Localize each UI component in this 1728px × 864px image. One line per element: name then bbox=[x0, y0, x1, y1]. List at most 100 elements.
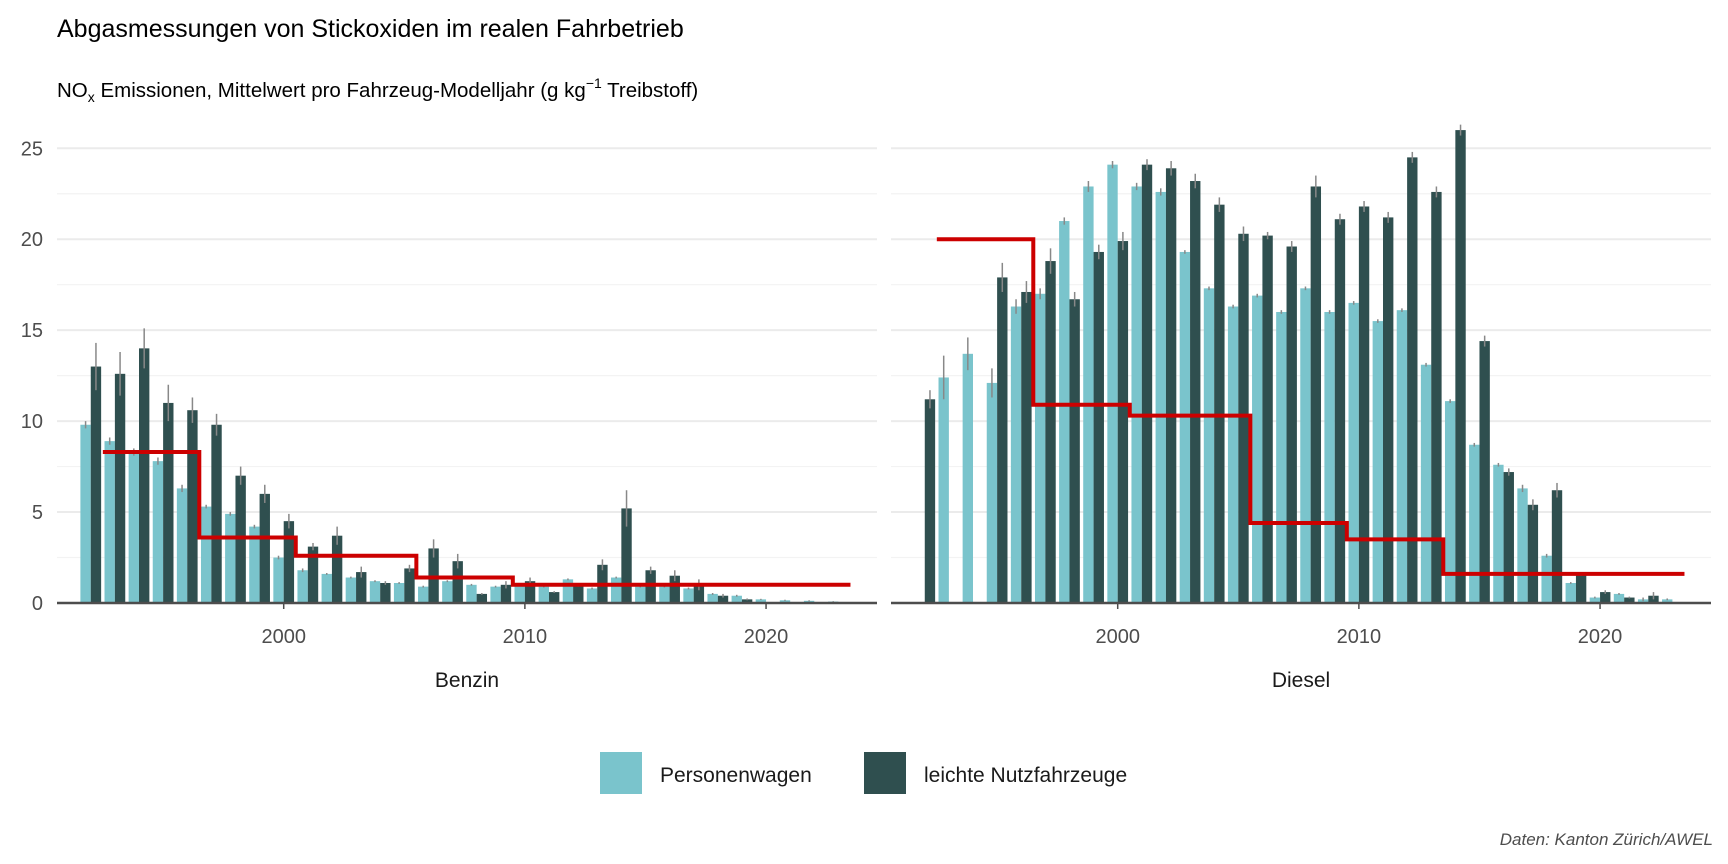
bar-nutzfahrzeuge bbox=[549, 592, 560, 603]
x-tick-label: 2020 bbox=[744, 626, 789, 648]
bar-nutzfahrzeuge bbox=[1021, 291, 1032, 603]
y-tick-label: 10 bbox=[21, 411, 43, 433]
bar-nutzfahrzeuge bbox=[1407, 157, 1418, 603]
bar-personenwagen bbox=[225, 513, 236, 603]
y-tick-label: 0 bbox=[32, 593, 43, 615]
bar-personenwagen bbox=[128, 452, 139, 603]
bar-personenwagen bbox=[562, 579, 574, 603]
bar-personenwagen bbox=[80, 424, 91, 603]
bar-personenwagen bbox=[514, 584, 525, 603]
bar-nutzfahrzeuge bbox=[1262, 235, 1273, 603]
bar-nutzfahrzeuge bbox=[114, 373, 126, 603]
bar-nutzfahrzeuge bbox=[1165, 168, 1177, 603]
bar-personenwagen bbox=[1034, 293, 1046, 603]
x-tick-label: 2000 bbox=[1095, 626, 1140, 648]
bar-nutzfahrzeuge bbox=[1479, 341, 1490, 603]
bar-personenwagen bbox=[1493, 464, 1504, 603]
bar-personenwagen bbox=[1444, 401, 1456, 603]
bar-nutzfahrzeuge bbox=[1551, 490, 1563, 603]
x-tick-label: 2020 bbox=[1578, 626, 1623, 648]
bar-personenwagen bbox=[321, 573, 332, 603]
bar-nutzfahrzeuge bbox=[259, 493, 270, 603]
bar-personenwagen bbox=[345, 577, 357, 603]
bar-personenwagen bbox=[1613, 593, 1625, 603]
y-tick-label: 5 bbox=[32, 502, 43, 524]
bar-nutzfahrzeuge bbox=[1431, 191, 1442, 603]
bar-personenwagen bbox=[779, 600, 791, 603]
bar-personenwagen bbox=[1517, 488, 1528, 603]
chart-caption: Daten: Kanton Zürich/AWEL bbox=[1500, 830, 1713, 849]
bar-personenwagen bbox=[1662, 599, 1673, 603]
bar-nutzfahrzeuge bbox=[1069, 299, 1080, 603]
bar-personenwagen bbox=[755, 599, 767, 603]
bar-nutzfahrzeuge bbox=[1383, 217, 1394, 603]
bar-personenwagen bbox=[1131, 186, 1142, 603]
bar-personenwagen bbox=[1420, 364, 1432, 603]
bar-nutzfahrzeuge bbox=[90, 366, 102, 603]
legend-label-personenwagen: Personenwagen bbox=[660, 764, 812, 787]
bar-nutzfahrzeuge bbox=[1527, 504, 1539, 603]
bar-personenwagen bbox=[490, 586, 501, 603]
bar-personenwagen bbox=[659, 586, 670, 603]
bar-personenwagen bbox=[1589, 597, 1601, 603]
bar-nutzfahrzeuge bbox=[1238, 233, 1249, 603]
legend: Personenwagen leichte Nutzfahrzeuge bbox=[600, 752, 1127, 794]
legend-label-nutzfahrzeuge: leichte Nutzfahrzeuge bbox=[924, 764, 1127, 787]
bar-nutzfahrzeuge bbox=[1575, 573, 1587, 603]
chart-title: Abgasmessungen von Stickoxiden im realen… bbox=[57, 15, 684, 43]
bar-personenwagen bbox=[962, 353, 973, 603]
bar-personenwagen bbox=[1565, 582, 1576, 603]
bar-personenwagen bbox=[1348, 302, 1359, 603]
bar-nutzfahrzeuge bbox=[500, 584, 512, 603]
bar-nutzfahrzeuge bbox=[1190, 181, 1201, 603]
bar-personenwagen bbox=[1252, 295, 1263, 603]
bar-nutzfahrzeuge bbox=[1624, 597, 1635, 603]
bar-nutzfahrzeuge bbox=[1455, 130, 1466, 603]
bar-nutzfahrzeuge bbox=[1600, 592, 1611, 603]
bar-personenwagen bbox=[152, 461, 164, 603]
bar-personenwagen bbox=[466, 584, 477, 603]
bar-personenwagen bbox=[1083, 186, 1094, 603]
bar-personenwagen bbox=[1396, 310, 1408, 603]
bar-personenwagen bbox=[938, 377, 949, 603]
bar-personenwagen bbox=[176, 488, 188, 603]
bar-personenwagen bbox=[707, 593, 718, 603]
bar-personenwagen bbox=[1107, 164, 1118, 603]
y-tick-label: 15 bbox=[21, 320, 43, 342]
bar-personenwagen bbox=[610, 577, 622, 603]
bar-nutzfahrzeuge bbox=[1093, 251, 1104, 603]
bar-nutzfahrzeuge bbox=[1310, 186, 1322, 603]
limit-step-line bbox=[936, 237, 1685, 576]
bar-nutzfahrzeuge bbox=[211, 424, 222, 603]
bar-personenwagen bbox=[635, 586, 646, 603]
bar-nutzfahrzeuge bbox=[1358, 206, 1370, 603]
bar-nutzfahrzeuge bbox=[997, 277, 1008, 603]
bar-nutzfahrzeuge bbox=[476, 593, 488, 603]
bar-nutzfahrzeuge bbox=[163, 402, 174, 603]
bar-nutzfahrzeuge bbox=[307, 546, 319, 603]
panel-diesel: 2000 2010 2020 Diesel bbox=[891, 124, 1711, 692]
x-tick-label: 2010 bbox=[503, 626, 548, 648]
bar-nutzfahrzeuge bbox=[1503, 472, 1514, 603]
y-axis-ticks: 0 5 10 15 20 25 bbox=[21, 138, 43, 615]
bar-personenwagen bbox=[1203, 288, 1215, 603]
bar-nutzfahrzeuge bbox=[1286, 246, 1297, 603]
bar-personenwagen bbox=[1010, 306, 1022, 603]
bar-nutzfahrzeuge bbox=[524, 581, 536, 603]
bar-nutzfahrzeuge bbox=[621, 508, 632, 603]
bar-personenwagen bbox=[1276, 311, 1287, 603]
bar-nutzfahrzeuge bbox=[669, 575, 680, 603]
bar-nutzfahrzeuge bbox=[356, 572, 367, 603]
bar-personenwagen bbox=[1227, 306, 1239, 603]
bar-personenwagen bbox=[273, 557, 284, 603]
bar-personenwagen bbox=[1324, 311, 1335, 603]
bar-nutzfahrzeuge bbox=[924, 399, 936, 603]
bar-nutzfahrzeuge bbox=[741, 599, 753, 603]
x-tick-label: 2000 bbox=[261, 626, 306, 648]
bar-nutzfahrzeuge bbox=[1117, 241, 1129, 603]
bar-nutzfahrzeuge bbox=[283, 521, 295, 603]
bar-personenwagen bbox=[731, 595, 742, 603]
bar-personenwagen bbox=[586, 588, 598, 603]
bar-personenwagen bbox=[1469, 444, 1480, 603]
